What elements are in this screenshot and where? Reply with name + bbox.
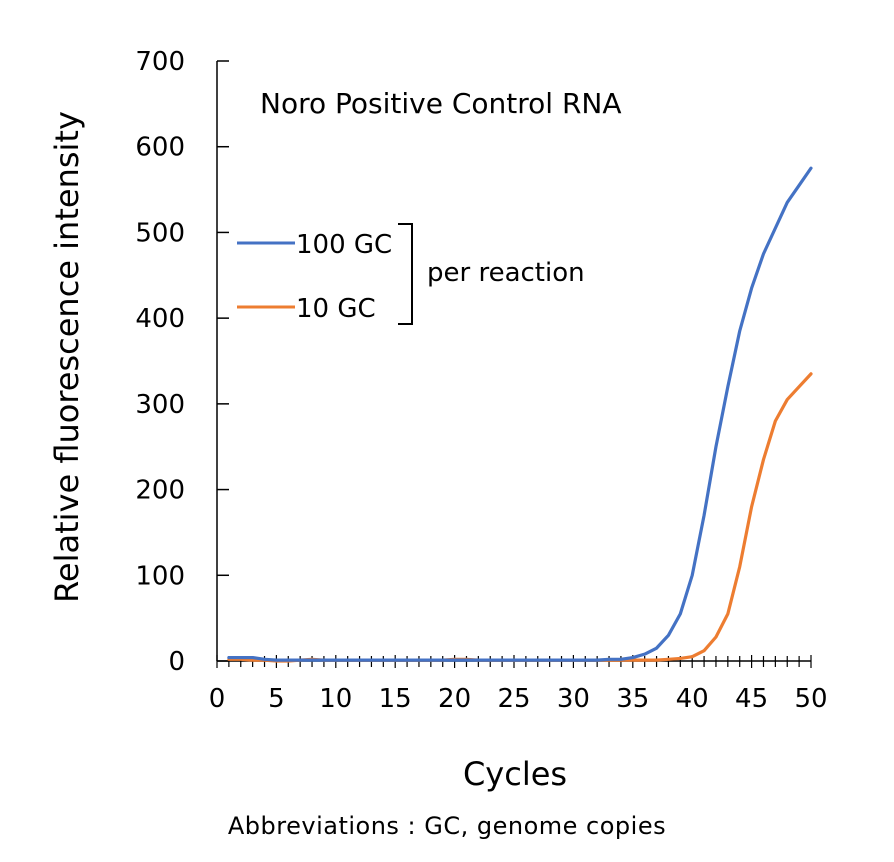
y-tick-label: 700 <box>135 47 185 77</box>
y-tick-label: 300 <box>135 390 185 420</box>
y-axis: 0 100 200 300 400 500 600 700 <box>135 47 229 677</box>
series-layer <box>227 166 813 663</box>
legend-bracket <box>398 223 413 325</box>
y-tick-label: 200 <box>135 476 185 506</box>
y-tick-label: 600 <box>135 133 185 163</box>
x-tick-label: 40 <box>676 684 709 714</box>
x-tick-label: 45 <box>735 684 768 714</box>
legend-label-100gc: 100 GC <box>296 230 392 260</box>
y-tick-label: 100 <box>135 561 185 591</box>
y-tick-label: 0 <box>168 647 185 677</box>
x-tick-label: 20 <box>438 684 471 714</box>
legend-group-label: per reaction <box>427 258 585 288</box>
series-line-10-gc <box>227 372 813 663</box>
x-tick-label: 35 <box>616 684 649 714</box>
y-axis-title: Relative fluorescence intensity <box>48 111 86 603</box>
x-axis: 0 5 10 15 20 25 30 35 40 45 50 <box>209 655 828 714</box>
x-tick-label: 0 <box>209 684 226 714</box>
series-line-100-gc <box>227 166 813 662</box>
abbreviations-note: Abbreviations : GC, genome copies <box>227 812 667 840</box>
x-tick-label: 15 <box>379 684 412 714</box>
x-tick-label: 30 <box>557 684 590 714</box>
chart-title: Noro Positive Control RNA <box>260 87 622 120</box>
y-tick-label: 400 <box>135 304 185 334</box>
x-tick-label: 25 <box>497 684 530 714</box>
legend: 100 GC 10 GC per reaction <box>237 223 585 325</box>
x-axis-title: Cycles <box>463 755 567 793</box>
x-tick-label: 50 <box>794 684 827 714</box>
y-tick-label: 500 <box>135 218 185 248</box>
x-tick-label: 10 <box>319 684 352 714</box>
x-tick-label: 5 <box>268 684 285 714</box>
legend-label-10gc: 10 GC <box>296 294 376 324</box>
